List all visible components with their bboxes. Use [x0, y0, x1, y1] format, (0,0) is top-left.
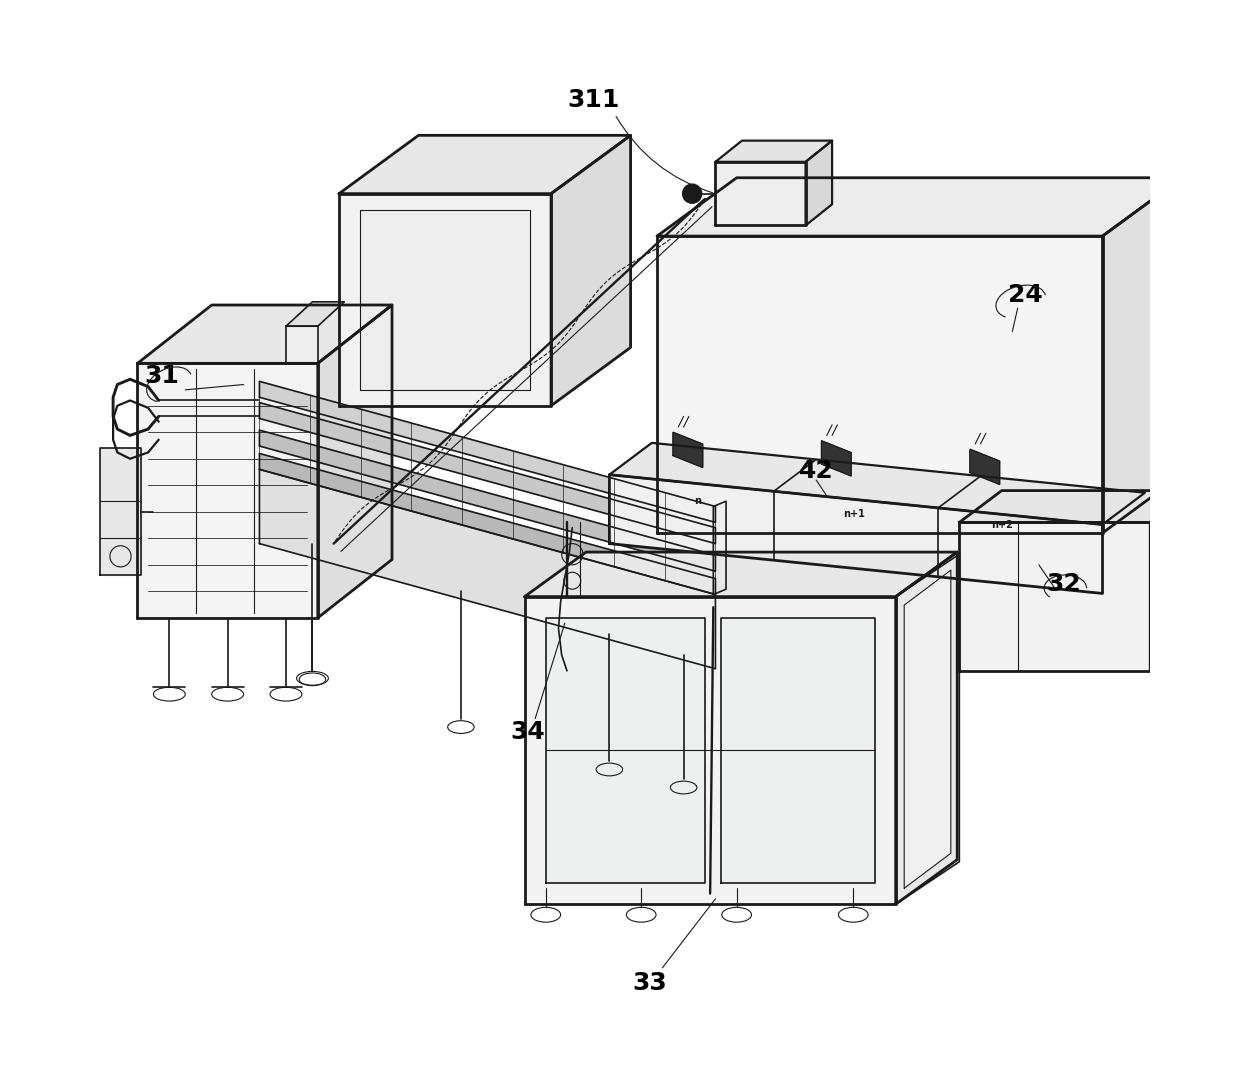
Text: 32: 32: [1045, 571, 1080, 596]
Polygon shape: [525, 597, 895, 904]
Polygon shape: [259, 453, 715, 595]
Polygon shape: [360, 210, 529, 390]
Polygon shape: [286, 326, 317, 364]
Polygon shape: [339, 194, 551, 406]
Text: 31: 31: [144, 365, 180, 388]
Polygon shape: [317, 305, 392, 618]
Polygon shape: [259, 403, 715, 544]
Polygon shape: [806, 141, 832, 226]
Polygon shape: [259, 469, 715, 668]
Polygon shape: [673, 432, 703, 468]
Polygon shape: [259, 382, 715, 522]
Polygon shape: [821, 440, 851, 475]
Polygon shape: [960, 522, 1151, 671]
Polygon shape: [100, 448, 140, 576]
Polygon shape: [895, 552, 957, 904]
Polygon shape: [546, 618, 704, 883]
Text: n: n: [694, 497, 702, 506]
Polygon shape: [970, 449, 999, 484]
Polygon shape: [895, 554, 960, 904]
Polygon shape: [1151, 490, 1193, 671]
Polygon shape: [259, 431, 715, 571]
Polygon shape: [715, 141, 832, 162]
Polygon shape: [720, 618, 874, 883]
Polygon shape: [960, 490, 1193, 522]
Polygon shape: [138, 364, 317, 618]
Text: 42: 42: [799, 459, 833, 484]
Text: n+1: n+1: [843, 510, 864, 519]
Polygon shape: [1102, 178, 1182, 533]
Polygon shape: [609, 474, 1102, 594]
Polygon shape: [339, 135, 631, 194]
Polygon shape: [286, 302, 345, 326]
Polygon shape: [138, 305, 392, 364]
Polygon shape: [525, 552, 957, 597]
Text: 33: 33: [632, 971, 667, 995]
Polygon shape: [609, 442, 1145, 524]
Circle shape: [682, 184, 702, 204]
Polygon shape: [715, 162, 806, 226]
Polygon shape: [657, 236, 1102, 533]
Text: 311: 311: [568, 88, 620, 112]
Polygon shape: [657, 178, 1182, 236]
Text: 34: 34: [511, 721, 546, 744]
Text: n+2: n+2: [991, 520, 1013, 530]
Text: 24: 24: [1008, 284, 1043, 307]
Polygon shape: [551, 135, 631, 406]
Polygon shape: [713, 501, 727, 595]
Polygon shape: [904, 570, 951, 888]
